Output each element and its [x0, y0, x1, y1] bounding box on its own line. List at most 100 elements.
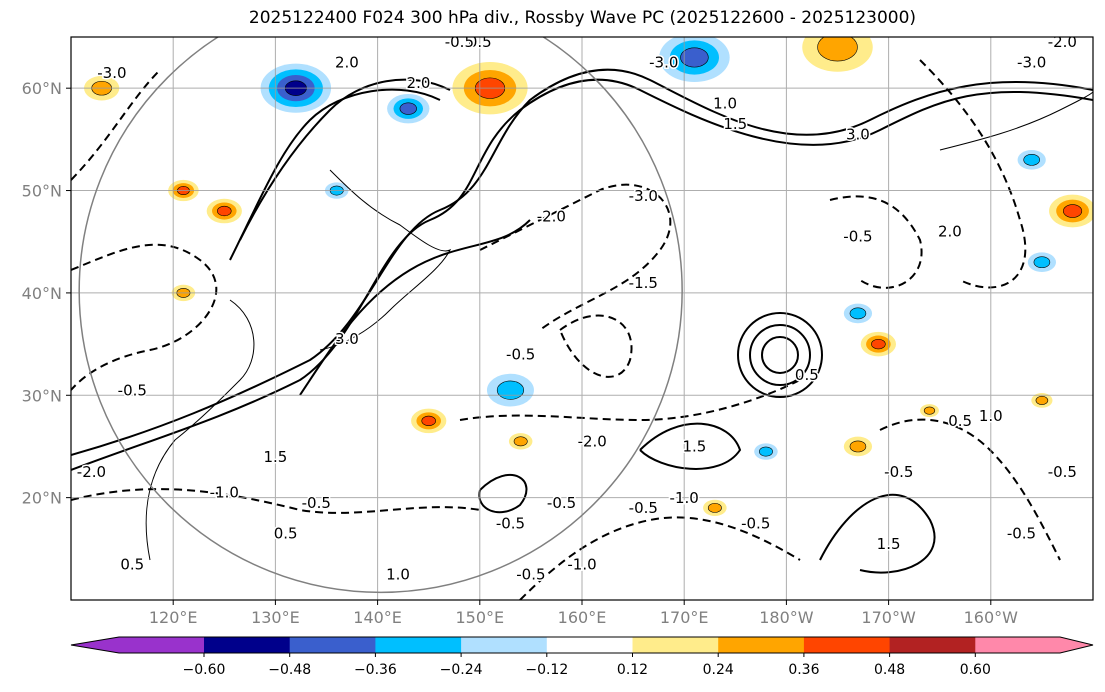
x-tick-label: 170°W [861, 608, 916, 627]
contour-label: -0.5 [884, 463, 913, 481]
colorbar-tick-label: −0.12 [525, 662, 568, 678]
contour-label: 2.0 [335, 54, 359, 72]
contour-label: -1.0 [210, 484, 239, 502]
colorbar-segment [803, 637, 891, 653]
colorbar-tick-label: 0.48 [874, 662, 905, 678]
y-tick-label: 20°N [22, 489, 62, 508]
colorbar-tick-label: 0.36 [788, 662, 819, 678]
contour-label: 1.0 [386, 566, 410, 584]
y-tick-label: 40°N [22, 284, 62, 303]
colorbar-tick-label: −0.24 [440, 662, 483, 678]
shaded-region [923, 406, 936, 415]
contour-label: 2.0 [938, 223, 962, 241]
y-tick-label: 50°N [22, 182, 62, 201]
contour-line [459, 379, 801, 422]
contour-line [879, 418, 1061, 561]
shaded-region [759, 446, 773, 457]
contour-line [761, 336, 799, 374]
x-tick-label: 150°E [455, 608, 504, 627]
contour-label: -0.5 [741, 514, 770, 532]
y-tick-label: 60°N [22, 79, 62, 98]
contour-label: -0.5 [445, 33, 474, 51]
contour-label: -0.5 [1048, 463, 1077, 481]
contour-label: -3.0 [1017, 54, 1046, 72]
x-tick-label: 160°E [558, 608, 607, 627]
shaded-region [1023, 153, 1040, 166]
contour-label: 1.5 [723, 115, 747, 133]
contour-label: -2.0 [1048, 33, 1077, 51]
contour-line [819, 493, 936, 574]
colorbar-segment [889, 637, 976, 653]
colorbar-segment [375, 637, 462, 653]
contour-label: 1.5 [263, 448, 287, 466]
contour-label: 3.0 [846, 125, 870, 143]
contour-label: -1.5 [629, 274, 658, 292]
contour-label: -0.5 [516, 566, 545, 584]
contour-label: -3.0 [97, 64, 126, 82]
shaded-region [849, 307, 867, 320]
colorbar-segment [718, 637, 805, 653]
shaded-region [871, 338, 886, 350]
contour-line [71, 488, 481, 514]
y-tick-label: 30°N [22, 386, 62, 405]
shaded-region [849, 440, 867, 453]
contour-label: -1.0 [567, 555, 596, 573]
contour-line [71, 69, 161, 181]
contour-line [737, 312, 823, 398]
contour-label: 0.5 [274, 525, 298, 543]
contour-label: 2.0 [407, 74, 431, 92]
contour-line [639, 422, 742, 470]
coastline [319, 169, 452, 351]
contour-label: -2.0 [578, 432, 607, 450]
contour-label: -0.5 [547, 494, 576, 512]
contour-line [478, 473, 528, 514]
contour-label: -2.0 [537, 207, 566, 225]
colorbar-tick-label: 0.12 [617, 662, 648, 678]
contour-label: -2.0 [77, 463, 106, 481]
x-tick-label: 130°E [251, 608, 300, 627]
colorbar-extend-max [975, 637, 1093, 653]
contour-label: 1.0 [979, 407, 1003, 425]
shaded-region [49, 411, 62, 420]
x-tick-label: 170°E [660, 608, 709, 627]
contour-label: 0.5 [795, 366, 819, 384]
contour-label: -0.5 [118, 381, 147, 399]
chart-title: 2025122400 F024 300 hPa div., Rossby Wav… [248, 8, 917, 28]
shaded-region [707, 502, 722, 513]
contour-label: 0.5 [120, 555, 144, 573]
contour-line [919, 59, 1027, 289]
colorbar-extend-min [71, 637, 204, 653]
contour-label: -0.5 [496, 514, 525, 532]
colorbar-segment [289, 637, 376, 653]
colorbar-tick-label: 0.24 [703, 662, 734, 678]
contour-line [559, 314, 633, 378]
contour-label: 1.5 [877, 535, 901, 553]
contour-label: 0.5 [948, 412, 972, 430]
contour-line [71, 243, 218, 391]
contour-label: -0.5 [1007, 525, 1036, 543]
x-tick-label: 180°W [759, 608, 814, 627]
colorbar-tick-label: −0.48 [268, 662, 311, 678]
contour-line [519, 516, 801, 600]
contour-line [299, 219, 531, 396]
colorbar-outline [70, 636, 1094, 654]
contour-label: -0.5 [302, 494, 331, 512]
shaded-region [44, 408, 68, 424]
contour-labels: -3.02.02.00.5-3.01.01.53.0-3.0-2.0-3.0-2… [75, 33, 1078, 585]
contour-label: 1.0 [713, 95, 737, 113]
shaded-region [1063, 204, 1083, 218]
contour-label: -3.0 [629, 187, 658, 205]
divergence-shading [44, 37, 1093, 517]
shaded-region [496, 380, 525, 400]
x-tick-label: 120°E [149, 608, 198, 627]
colorbar-segment [632, 637, 719, 653]
shaded-region [1035, 395, 1049, 405]
contour-label: -0.5 [843, 228, 872, 246]
shaded-region [217, 205, 232, 217]
contour-label: -0.5 [629, 499, 658, 517]
colorbar-tick-label: −0.60 [183, 662, 226, 678]
graticule [71, 37, 1093, 600]
x-tick-label: 160°W [964, 608, 1019, 627]
contour-line [829, 195, 923, 289]
shaded-region [680, 47, 709, 68]
